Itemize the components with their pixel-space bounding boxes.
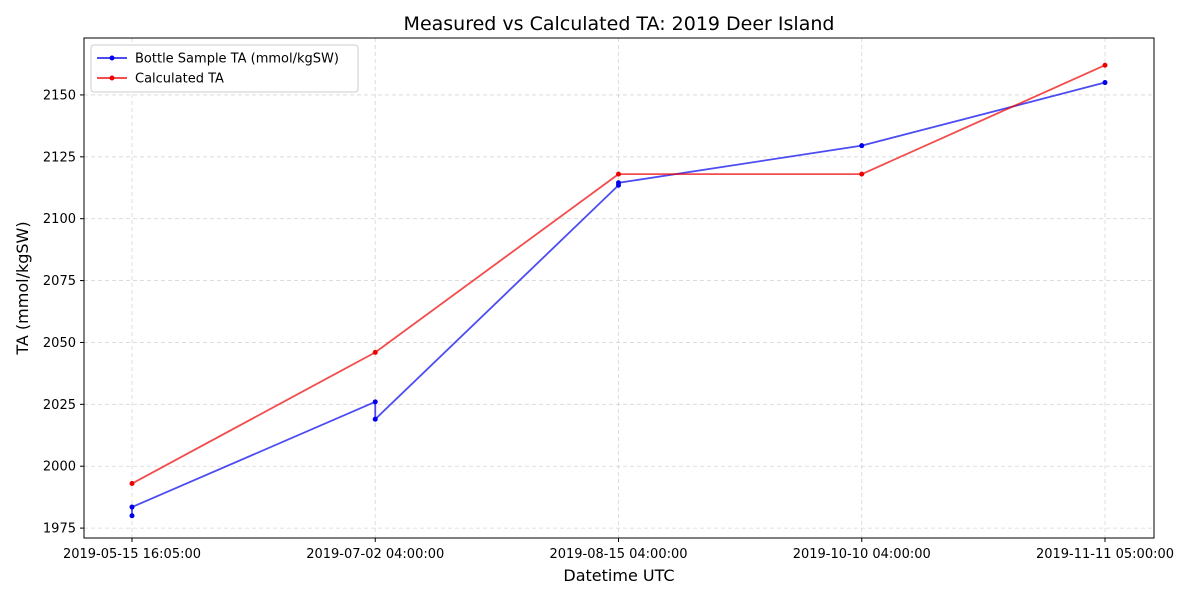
axis-ticks: 2019-05-15 16:05:00 2019-07-02 04:00:00 20… [43, 88, 1174, 562]
bottle-sample-point [129, 504, 135, 510]
x-tick-label: 2019-07-02 04:00:00 [306, 547, 444, 562]
y-tick-label: 1975 [43, 522, 76, 537]
series-layer [129, 62, 1108, 519]
legend-label-bottle: Bottle Sample TA (mmol/kgSW) [135, 52, 339, 67]
calculated-ta-point [1102, 62, 1108, 68]
calculated-ta-point [372, 349, 378, 355]
calculated-ta-point [129, 481, 135, 487]
legend-box [90, 44, 359, 93]
y-tick-label: 2025 [43, 398, 76, 413]
x-tick-label: 2019-10-10 04:00:00 [793, 547, 931, 562]
x-tick-label: 2019-11-11 05:00:00 [1036, 547, 1174, 562]
y-tick-label: 2125 [43, 150, 76, 165]
grid-lines [84, 38, 1154, 538]
legend-label-calculated: Calculated TA [135, 72, 224, 87]
y-tick-label: 2050 [43, 336, 76, 351]
bottle-sample-point [372, 399, 378, 405]
bottle-sample-point [859, 143, 865, 149]
legend: Bottle Sample TA (mmol/kgSW) Calculated … [90, 44, 359, 93]
y-axis-title: TA (mmol/kgSW) [13, 221, 32, 355]
y-tick-label: 2075 [43, 274, 76, 289]
y-tick-label: 2150 [43, 88, 76, 103]
bottle-sample-point [129, 513, 135, 519]
x-axis-title: Datetime UTC [563, 566, 674, 585]
x-tick-label: 2019-05-15 16:05:00 [63, 547, 201, 562]
legend-marker-bottle [109, 55, 115, 61]
x-tick-label: 2019-08-15 04:00:00 [549, 547, 687, 562]
bottle-sample-point [372, 416, 378, 422]
calculated-ta-point [616, 171, 621, 177]
bottle-sample-point [616, 180, 621, 186]
y-tick-label: 2100 [43, 212, 76, 227]
bottle-sample-point [1102, 80, 1108, 86]
calculated-ta-point [859, 171, 865, 177]
bottle-sample-line [131, 81, 1106, 516]
y-tick-label: 2000 [43, 460, 76, 475]
legend-marker-calculated [109, 75, 115, 81]
chart-title: Measured vs Calculated TA: 2019 Deer Isl… [404, 13, 835, 35]
